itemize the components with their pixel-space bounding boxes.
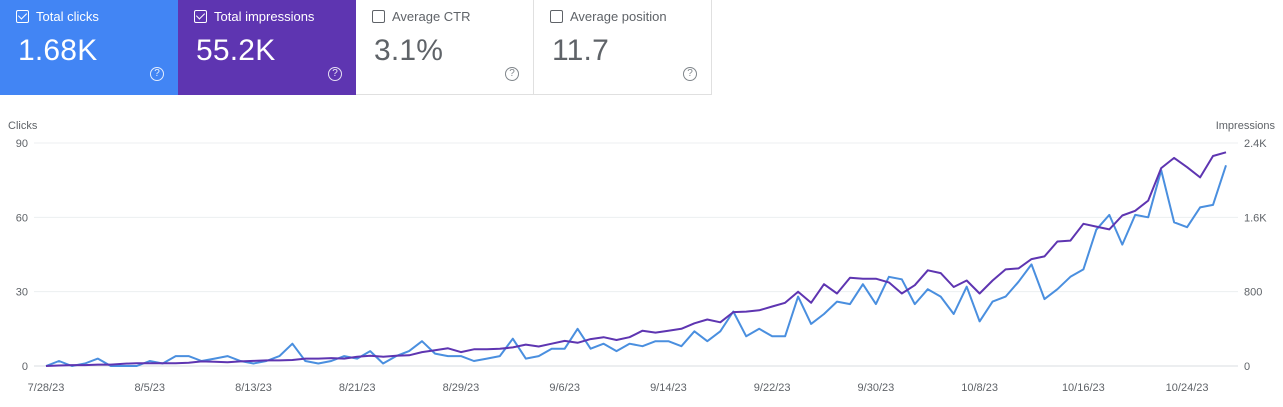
help-icon[interactable]: ? [505,67,519,81]
x-tick-label: 7/28/23 [28,382,65,394]
left-tick-label: 90 [16,138,28,150]
checkbox-checked-icon[interactable] [194,10,207,23]
card-total-impressions[interactable]: Total impressions 55.2K ? [178,0,356,95]
impressions-line [45,151,1227,367]
card-label: Average CTR [392,9,471,24]
checkbox-unchecked-icon[interactable] [372,10,385,23]
card-header: Total clicks [16,9,99,24]
right-axis-ticks: 0 800 1.6K 2.4K [1244,138,1267,373]
card-label: Average position [570,9,667,24]
card-value: 11.7 [552,34,609,67]
series-lines [45,151,1227,367]
checkbox-unchecked-icon[interactable] [550,10,563,23]
right-tick-label: 0 [1244,361,1250,373]
x-tick-label: 10/24/23 [1166,382,1209,394]
left-axis-ticks: 0 30 60 90 [16,138,28,373]
card-value: 55.2K [196,34,276,67]
card-label: Total impressions [214,9,315,24]
help-icon[interactable]: ? [150,67,164,81]
x-tick-label: 8/13/23 [235,382,272,394]
x-tick-label: 9/22/23 [754,382,791,394]
x-tick-label: 9/30/23 [858,382,895,394]
x-tick-label: 10/16/23 [1062,382,1105,394]
right-tick-label: 1.6K [1244,212,1267,224]
checkbox-checked-icon[interactable] [16,10,29,23]
help-icon[interactable]: ? [328,67,342,81]
card-average-ctr[interactable]: Average CTR 3.1% ? [356,0,534,95]
left-tick-label: 30 [16,287,28,299]
clicks-line [45,164,1227,367]
card-header: Total impressions [194,9,314,24]
card-label: Total clicks [36,9,99,24]
x-tick-label: 10/8/23 [961,382,998,394]
x-tick-label: 8/29/23 [443,382,480,394]
x-axis-ticks: 7/28/23 8/5/23 8/13/23 8/21/23 8/29/23 9/6/23… [28,382,1209,394]
right-axis-title: Impressions [1216,120,1276,132]
x-tick-label: 8/21/23 [339,382,376,394]
card-value: 1.68K [18,34,98,67]
metric-cards: Total clicks 1.68K ? Total impressions 5… [0,0,712,95]
card-total-clicks[interactable]: Total clicks 1.68K ? [0,0,178,95]
right-tick-label: 2.4K [1244,138,1267,150]
card-header: Average position [550,9,667,24]
left-tick-label: 0 [22,361,28,373]
help-icon[interactable]: ? [683,67,697,81]
card-average-position[interactable]: Average position 11.7 ? [534,0,712,95]
left-axis-title: Clicks [8,120,38,132]
left-tick-label: 60 [16,212,28,224]
x-tick-label: 9/14/23 [650,382,687,394]
right-tick-label: 800 [1244,287,1262,299]
gridlines [34,142,1238,367]
x-tick-label: 9/6/23 [549,382,580,394]
card-header: Average CTR [372,9,471,24]
x-tick-label: 8/5/23 [134,382,165,394]
card-value: 3.1% [374,34,444,67]
